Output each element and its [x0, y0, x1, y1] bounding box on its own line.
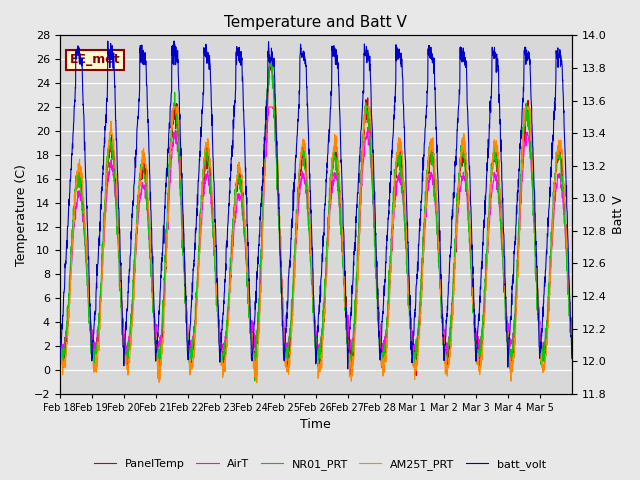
batt_volt — [218, 329, 225, 335]
PanelTemp — [107, 144, 115, 150]
batt_volt — [56, 358, 63, 363]
Line: PanelTemp: PanelTemp — [60, 59, 572, 375]
batt_volt — [170, 38, 178, 44]
batt_volt — [347, 316, 355, 322]
PanelTemp — [218, 351, 225, 357]
Line: batt_volt: batt_volt — [60, 41, 572, 369]
AirT — [264, 104, 272, 110]
AM25T_PRT — [499, 241, 507, 247]
PanelTemp — [56, 339, 63, 345]
PanelTemp — [267, 56, 275, 62]
NR01_PRT — [218, 356, 225, 361]
NR01_PRT — [568, 344, 576, 350]
Legend: PanelTemp, AirT, NR01_PRT, AM25T_PRT, batt_volt: PanelTemp, AirT, NR01_PRT, AM25T_PRT, ba… — [90, 455, 550, 474]
PanelTemp — [412, 372, 420, 378]
batt_volt — [470, 309, 478, 314]
Line: NR01_PRT: NR01_PRT — [60, 59, 572, 381]
Y-axis label: Temperature (C): Temperature (C) — [15, 164, 28, 265]
Line: AM25T_PRT: AM25T_PRT — [60, 107, 572, 383]
AM25T_PRT — [568, 332, 576, 338]
AirT — [568, 324, 576, 330]
Y-axis label: Batt V: Batt V — [612, 195, 625, 234]
Line: AirT: AirT — [60, 107, 572, 353]
NR01_PRT — [107, 142, 115, 148]
X-axis label: Time: Time — [300, 419, 331, 432]
NR01_PRT — [470, 319, 478, 325]
PanelTemp — [561, 214, 569, 220]
batt_volt — [561, 146, 569, 152]
batt_volt — [499, 205, 507, 211]
Title: Temperature and Batt V: Temperature and Batt V — [225, 15, 407, 30]
NR01_PRT — [251, 378, 259, 384]
NR01_PRT — [561, 222, 569, 228]
NR01_PRT — [347, 352, 355, 358]
NR01_PRT — [56, 346, 63, 351]
NR01_PRT — [266, 56, 274, 62]
AM25T_PRT — [218, 360, 225, 366]
AirT — [470, 308, 478, 314]
PanelTemp — [470, 300, 478, 306]
PanelTemp — [568, 329, 576, 335]
PanelTemp — [499, 247, 507, 253]
AirT — [499, 250, 507, 256]
AirT — [561, 223, 569, 229]
AirT — [347, 345, 355, 350]
AirT — [315, 350, 323, 356]
batt_volt — [107, 55, 115, 61]
AM25T_PRT — [561, 198, 569, 204]
Text: EE_met: EE_met — [70, 53, 121, 66]
PanelTemp — [346, 365, 354, 371]
AM25T_PRT — [470, 314, 478, 320]
AM25T_PRT — [56, 336, 63, 341]
AM25T_PRT — [253, 380, 260, 385]
AM25T_PRT — [347, 359, 355, 364]
AirT — [218, 343, 225, 349]
AM25T_PRT — [107, 118, 115, 124]
NR01_PRT — [499, 259, 507, 264]
AM25T_PRT — [170, 104, 177, 110]
AirT — [107, 164, 115, 170]
batt_volt — [344, 366, 351, 372]
batt_volt — [568, 356, 576, 361]
AirT — [56, 332, 63, 338]
